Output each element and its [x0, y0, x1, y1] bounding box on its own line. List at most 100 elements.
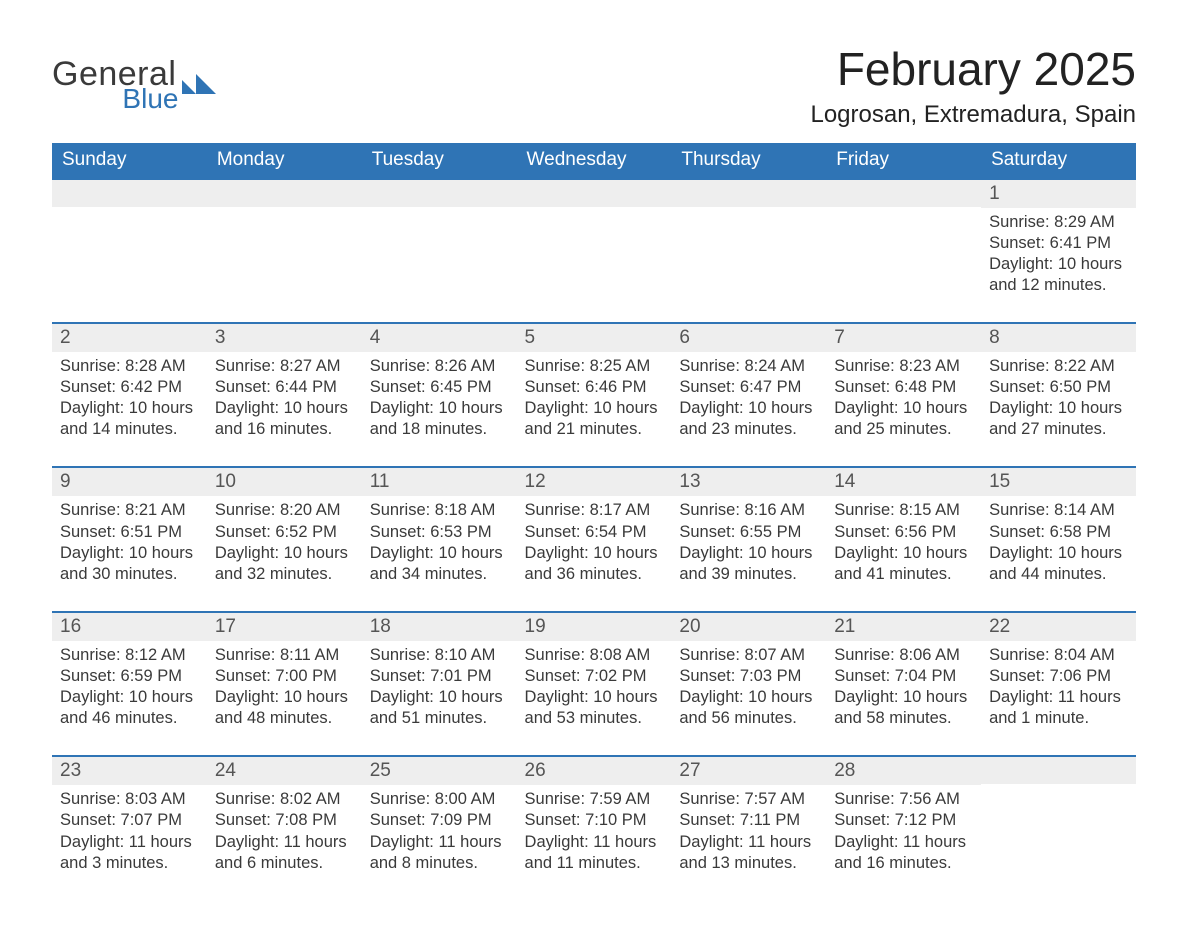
sunset-text: Sunset: 7:04 PM — [834, 666, 973, 687]
day-number: 20 — [671, 613, 826, 641]
sunrise-text: Sunrise: 8:06 AM — [834, 645, 973, 666]
sunrise-text: Sunrise: 8:16 AM — [679, 500, 818, 521]
sunset-text: Sunset: 7:12 PM — [834, 810, 973, 831]
daylight-text: Daylight: 10 hours and 53 minutes. — [525, 687, 664, 729]
day-details: Sunrise: 8:08 AMSunset: 7:02 PMDaylight:… — [517, 641, 672, 755]
day-number: 23 — [52, 757, 207, 785]
day-number: 17 — [207, 613, 362, 641]
week-row: 1Sunrise: 8:29 AMSunset: 6:41 PMDaylight… — [52, 179, 1136, 323]
day-details: Sunrise: 8:03 AMSunset: 7:07 PMDaylight:… — [52, 785, 207, 899]
day-number — [826, 180, 981, 207]
day-number: 16 — [52, 613, 207, 641]
sunrise-text: Sunrise: 8:26 AM — [370, 356, 509, 377]
sunrise-text: Sunrise: 8:14 AM — [989, 500, 1128, 521]
day-cell — [826, 179, 981, 323]
sunrise-text: Sunrise: 8:27 AM — [215, 356, 354, 377]
sunset-text: Sunset: 6:46 PM — [525, 377, 664, 398]
sunset-text: Sunset: 7:01 PM — [370, 666, 509, 687]
day-number — [517, 180, 672, 207]
daylight-text: Daylight: 10 hours and 48 minutes. — [215, 687, 354, 729]
day-details: Sunrise: 8:06 AMSunset: 7:04 PMDaylight:… — [826, 641, 981, 755]
day-number: 13 — [671, 468, 826, 496]
daylight-text: Daylight: 10 hours and 23 minutes. — [679, 398, 818, 440]
day-details: Sunrise: 8:24 AMSunset: 6:47 PMDaylight:… — [671, 352, 826, 466]
day-details: Sunrise: 8:12 AMSunset: 6:59 PMDaylight:… — [52, 641, 207, 755]
day-details: Sunrise: 8:17 AMSunset: 6:54 PMDaylight:… — [517, 496, 672, 610]
daylight-text: Daylight: 11 hours and 13 minutes. — [679, 832, 818, 874]
sunrise-text: Sunrise: 8:08 AM — [525, 645, 664, 666]
daylight-text: Daylight: 11 hours and 6 minutes. — [215, 832, 354, 874]
sunset-text: Sunset: 6:44 PM — [215, 377, 354, 398]
day-details — [517, 207, 672, 297]
sunrise-text: Sunrise: 8:25 AM — [525, 356, 664, 377]
sunrise-text: Sunrise: 8:20 AM — [215, 500, 354, 521]
sunrise-text: Sunrise: 8:03 AM — [60, 789, 199, 810]
sunset-text: Sunset: 6:45 PM — [370, 377, 509, 398]
daylight-text: Daylight: 10 hours and 41 minutes. — [834, 543, 973, 585]
day-number: 26 — [517, 757, 672, 785]
daylight-text: Daylight: 10 hours and 14 minutes. — [60, 398, 199, 440]
daylight-text: Daylight: 10 hours and 27 minutes. — [989, 398, 1128, 440]
brand-text: General Blue — [52, 58, 176, 113]
day-number: 28 — [826, 757, 981, 785]
daylight-text: Daylight: 11 hours and 3 minutes. — [60, 832, 199, 874]
day-cell: 21Sunrise: 8:06 AMSunset: 7:04 PMDayligh… — [826, 612, 981, 756]
sunset-text: Sunset: 6:58 PM — [989, 522, 1128, 543]
week-row: 9Sunrise: 8:21 AMSunset: 6:51 PMDaylight… — [52, 467, 1136, 611]
sunrise-text: Sunrise: 7:57 AM — [679, 789, 818, 810]
day-cell: 12Sunrise: 8:17 AMSunset: 6:54 PMDayligh… — [517, 467, 672, 611]
day-details: Sunrise: 8:02 AMSunset: 7:08 PMDaylight:… — [207, 785, 362, 899]
day-cell: 25Sunrise: 8:00 AMSunset: 7:09 PMDayligh… — [362, 756, 517, 899]
day-number: 1 — [981, 180, 1136, 208]
day-number: 9 — [52, 468, 207, 496]
sunrise-text: Sunrise: 8:02 AM — [215, 789, 354, 810]
sunrise-text: Sunrise: 7:56 AM — [834, 789, 973, 810]
day-cell — [981, 756, 1136, 899]
day-details: Sunrise: 8:21 AMSunset: 6:51 PMDaylight:… — [52, 496, 207, 610]
day-cell: 8Sunrise: 8:22 AMSunset: 6:50 PMDaylight… — [981, 323, 1136, 467]
day-cell: 9Sunrise: 8:21 AMSunset: 6:51 PMDaylight… — [52, 467, 207, 611]
day-cell — [362, 179, 517, 323]
day-number — [52, 180, 207, 207]
day-cell: 7Sunrise: 8:23 AMSunset: 6:48 PMDaylight… — [826, 323, 981, 467]
week-row: 16Sunrise: 8:12 AMSunset: 6:59 PMDayligh… — [52, 612, 1136, 756]
day-cell: 27 Sunrise: 7:57 AMSunset: 7:11 PMDayligh… — [671, 756, 826, 899]
day-cell: 16Sunrise: 8:12 AMSunset: 6:59 PMDayligh… — [52, 612, 207, 756]
sunrise-text: Sunrise: 8:15 AM — [834, 500, 973, 521]
calendar-table: Sunday Monday Tuesday Wednesday Thursday… — [52, 143, 1136, 900]
day-number: 27 — [671, 757, 826, 785]
sunset-text: Sunset: 7:07 PM — [60, 810, 199, 831]
daylight-text: Daylight: 10 hours and 30 minutes. — [60, 543, 199, 585]
day-number — [981, 757, 1136, 784]
day-cell: 22Sunrise: 8:04 AMSunset: 7:06 PMDayligh… — [981, 612, 1136, 756]
title-block: February 2025 Logrosan, Extremadura, Spa… — [810, 44, 1136, 129]
day-cell: 18Sunrise: 8:10 AMSunset: 7:01 PMDayligh… — [362, 612, 517, 756]
daylight-text: Daylight: 10 hours and 21 minutes. — [525, 398, 664, 440]
daylight-text: Daylight: 10 hours and 39 minutes. — [679, 543, 818, 585]
weekday-header: Thursday — [671, 143, 826, 179]
day-details — [52, 207, 207, 297]
day-details: Sunrise: 8:11 AMSunset: 7:00 PMDaylight:… — [207, 641, 362, 755]
sunrise-text: Sunrise: 8:11 AM — [215, 645, 354, 666]
sunset-text: Sunset: 7:06 PM — [989, 666, 1128, 687]
day-cell: 1Sunrise: 8:29 AMSunset: 6:41 PMDaylight… — [981, 179, 1136, 323]
sunrise-text: Sunrise: 8:12 AM — [60, 645, 199, 666]
sunset-text: Sunset: 6:56 PM — [834, 522, 973, 543]
day-details: Sunrise: 8:00 AMSunset: 7:09 PMDaylight:… — [362, 785, 517, 899]
daylight-text: Daylight: 10 hours and 16 minutes. — [215, 398, 354, 440]
sunset-text: Sunset: 6:41 PM — [989, 233, 1128, 254]
sunset-text: Sunset: 7:02 PM — [525, 666, 664, 687]
sunset-text: Sunset: 7:11 PM — [679, 810, 818, 831]
daylight-text: Daylight: 10 hours and 18 minutes. — [370, 398, 509, 440]
day-cell: 28Sunrise: 7:56 AMSunset: 7:12 PMDayligh… — [826, 756, 981, 899]
day-cell: 10Sunrise: 8:20 AMSunset: 6:52 PMDayligh… — [207, 467, 362, 611]
day-details: Sunrise: 8:10 AMSunset: 7:01 PMDaylight:… — [362, 641, 517, 755]
daylight-text: Daylight: 10 hours and 51 minutes. — [370, 687, 509, 729]
day-number: 4 — [362, 324, 517, 352]
sunrise-text: Sunrise: 8:21 AM — [60, 500, 199, 521]
day-details: Sunrise: 8:27 AMSunset: 6:44 PMDaylight:… — [207, 352, 362, 466]
day-details — [207, 207, 362, 297]
sunset-text: Sunset: 7:09 PM — [370, 810, 509, 831]
day-details: Sunrise: 8:16 AMSunset: 6:55 PMDaylight:… — [671, 496, 826, 610]
day-details — [981, 784, 1136, 874]
